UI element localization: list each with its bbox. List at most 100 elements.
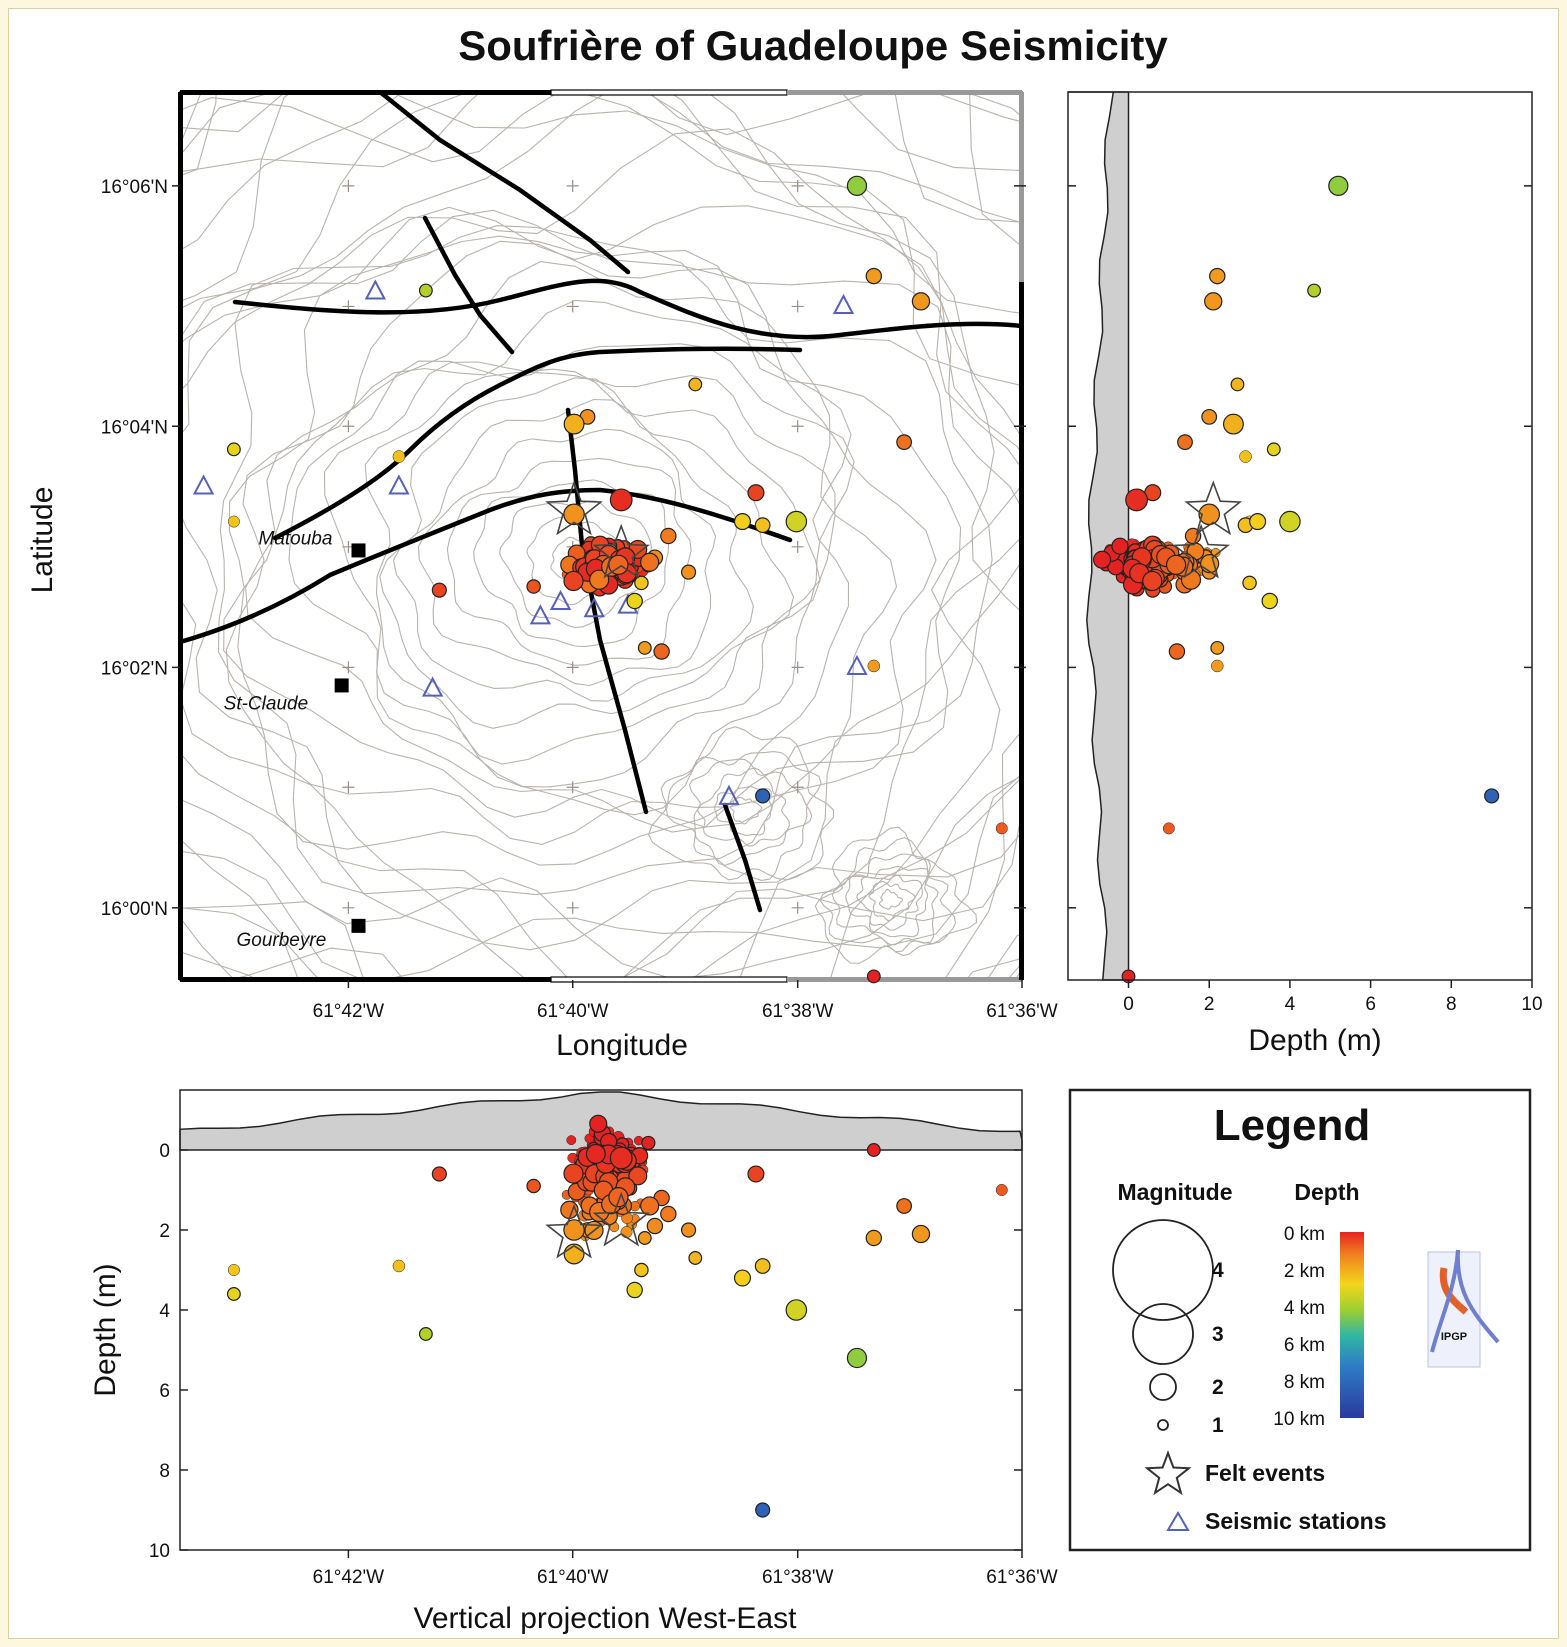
town-label: Gourbeyre: [237, 930, 327, 951]
felt-star-icon: [1144, 1450, 1192, 1496]
event-dot: [608, 554, 629, 575]
event-dot: [911, 1224, 931, 1244]
legend-magnitude-circle: [1132, 1303, 1194, 1365]
event-dot: [637, 640, 652, 655]
map-x-tick-label: 61°38'W: [762, 1001, 833, 1022]
legend-magnitude-scale: 4 3 2 1: [1112, 1219, 1224, 1437]
map-y-axis-label: Latitude: [26, 487, 59, 594]
vp-y-tick-label: 4: [159, 1301, 170, 1322]
town-marker: [351, 918, 366, 933]
depth-profile-events: [1093, 175, 1500, 984]
legend-magnitude-circle: [1149, 1373, 1177, 1401]
station-triangle-icon: [1166, 1511, 1190, 1531]
event-dot: [1168, 643, 1186, 660]
event-dot: [865, 267, 883, 285]
legend-felt-entry: Felt events: [1144, 1450, 1325, 1496]
vp-y-tick-label: 0: [159, 1141, 170, 1162]
felt-star: [545, 480, 603, 536]
town-marker: [351, 543, 366, 558]
event-dot: [392, 450, 406, 463]
town-label: St-Claude: [224, 693, 309, 714]
vp-y-tick-label: 8: [159, 1461, 170, 1482]
event-dot: [1230, 377, 1245, 392]
event-dot: [640, 552, 660, 572]
event-dot: [785, 1299, 808, 1321]
event-dot: [755, 788, 771, 804]
event-dot: [634, 1262, 649, 1278]
legend-magnitude-circle: [1157, 1419, 1169, 1431]
event-dot: [755, 1502, 771, 1518]
vertical-projection-felt-events: [545, 1191, 650, 1259]
event-dot: [846, 1347, 868, 1369]
event-dot: [646, 1217, 664, 1235]
map-seismic-stations: [192, 279, 868, 805]
event-dot: [1210, 640, 1225, 655]
event-dot: [1211, 659, 1224, 673]
event-dot: [995, 822, 1008, 835]
event-dot: [431, 582, 447, 598]
map-y-tick-label: 16°06'N: [101, 177, 168, 198]
event-dot: [653, 643, 670, 660]
event-dot: [1165, 554, 1187, 575]
map-x-tick-label: 61°42'W: [313, 1001, 384, 1022]
legend-depth-title: Depth: [1294, 1179, 1359, 1205]
event-dot: [589, 1114, 608, 1133]
town-label: Matouba: [259, 528, 333, 549]
event-dot: [1249, 513, 1267, 531]
vp-x-tick-label: 61°42'W: [313, 1567, 384, 1588]
event-dot: [563, 1243, 585, 1265]
event-dot: [641, 1135, 656, 1151]
event-dot: [1142, 570, 1163, 592]
vp-x-tick-label: 61°38'W: [762, 1567, 833, 1588]
event-dot: [620, 1226, 633, 1239]
event-dot: [785, 510, 808, 533]
felt-star: [592, 523, 650, 579]
depth-x-tick-label: 0: [1123, 994, 1134, 1015]
station-triangle: [549, 589, 572, 610]
event-dot: [733, 1269, 751, 1287]
event-dot: [1239, 450, 1252, 463]
felt-star: [1184, 480, 1243, 536]
map-x-tick-label: 61°36'W: [986, 1001, 1057, 1022]
vertical-projection-panel: 61°42'W 61°40'W 61°38'W 61°36'W 0 2 4 6 8 10 Ver…: [89, 1089, 1058, 1635]
station-triangle: [364, 279, 387, 300]
map-felt-events: [545, 480, 650, 579]
map-towns: Matouba St-Claude Gourbeyre: [224, 528, 366, 951]
event-dot: [1279, 510, 1301, 533]
map-y-tick-label: 16°02'N: [101, 658, 168, 679]
depth-x-tick-label: 2: [1204, 994, 1215, 1015]
event-dot: [609, 1146, 633, 1170]
station-triangle: [583, 597, 605, 618]
event-dot: [680, 1222, 697, 1238]
event-dot: [1204, 292, 1223, 311]
legend: Legend Magnitude Depth 4 3 2 1 0 km 2 km 4 km…: [1068, 1088, 1532, 1552]
event-dot: [896, 1198, 913, 1214]
event-dot: [526, 579, 541, 594]
event-dot: [637, 1231, 652, 1245]
felt-star: [592, 1191, 650, 1247]
event-dot: [563, 1163, 584, 1184]
depth-x-tick-label: 6: [1365, 994, 1376, 1015]
legend-depth-label: 8 km: [1284, 1372, 1325, 1393]
event-dot: [431, 1166, 447, 1182]
event-dot: [1242, 575, 1257, 591]
felt-star: [1172, 523, 1230, 579]
legend-depth-colorbar: [1340, 1232, 1364, 1418]
chart-title: Soufrière of Guadeloupe Seismicity: [458, 22, 1168, 69]
event-dot: [867, 659, 881, 673]
event-dot: [227, 515, 240, 528]
event-dot: [628, 1166, 648, 1186]
map-x-ticks: 61°42'W 61°40'W 61°38'W 61°36'W: [313, 980, 1058, 1022]
map-x-axis-label: Longitude: [556, 1029, 688, 1062]
event-dot: [896, 434, 913, 451]
event-dot: [1222, 413, 1244, 435]
event-dot: [733, 513, 751, 531]
event-dot: [1201, 408, 1218, 425]
logo-text: IPGP: [1441, 1331, 1467, 1343]
legend-stations-entry: Seismic stations: [1166, 1508, 1387, 1534]
depth-profile-felt-events: [1172, 480, 1243, 579]
vertical-projection-events: [226, 1114, 1008, 1518]
legend-felt-label: Felt events: [1205, 1460, 1325, 1486]
vertical-projection-y-ticks: 0 2 4 6 8 10: [149, 1141, 1022, 1562]
map-x-tick-label: 61°40'W: [537, 1001, 608, 1022]
